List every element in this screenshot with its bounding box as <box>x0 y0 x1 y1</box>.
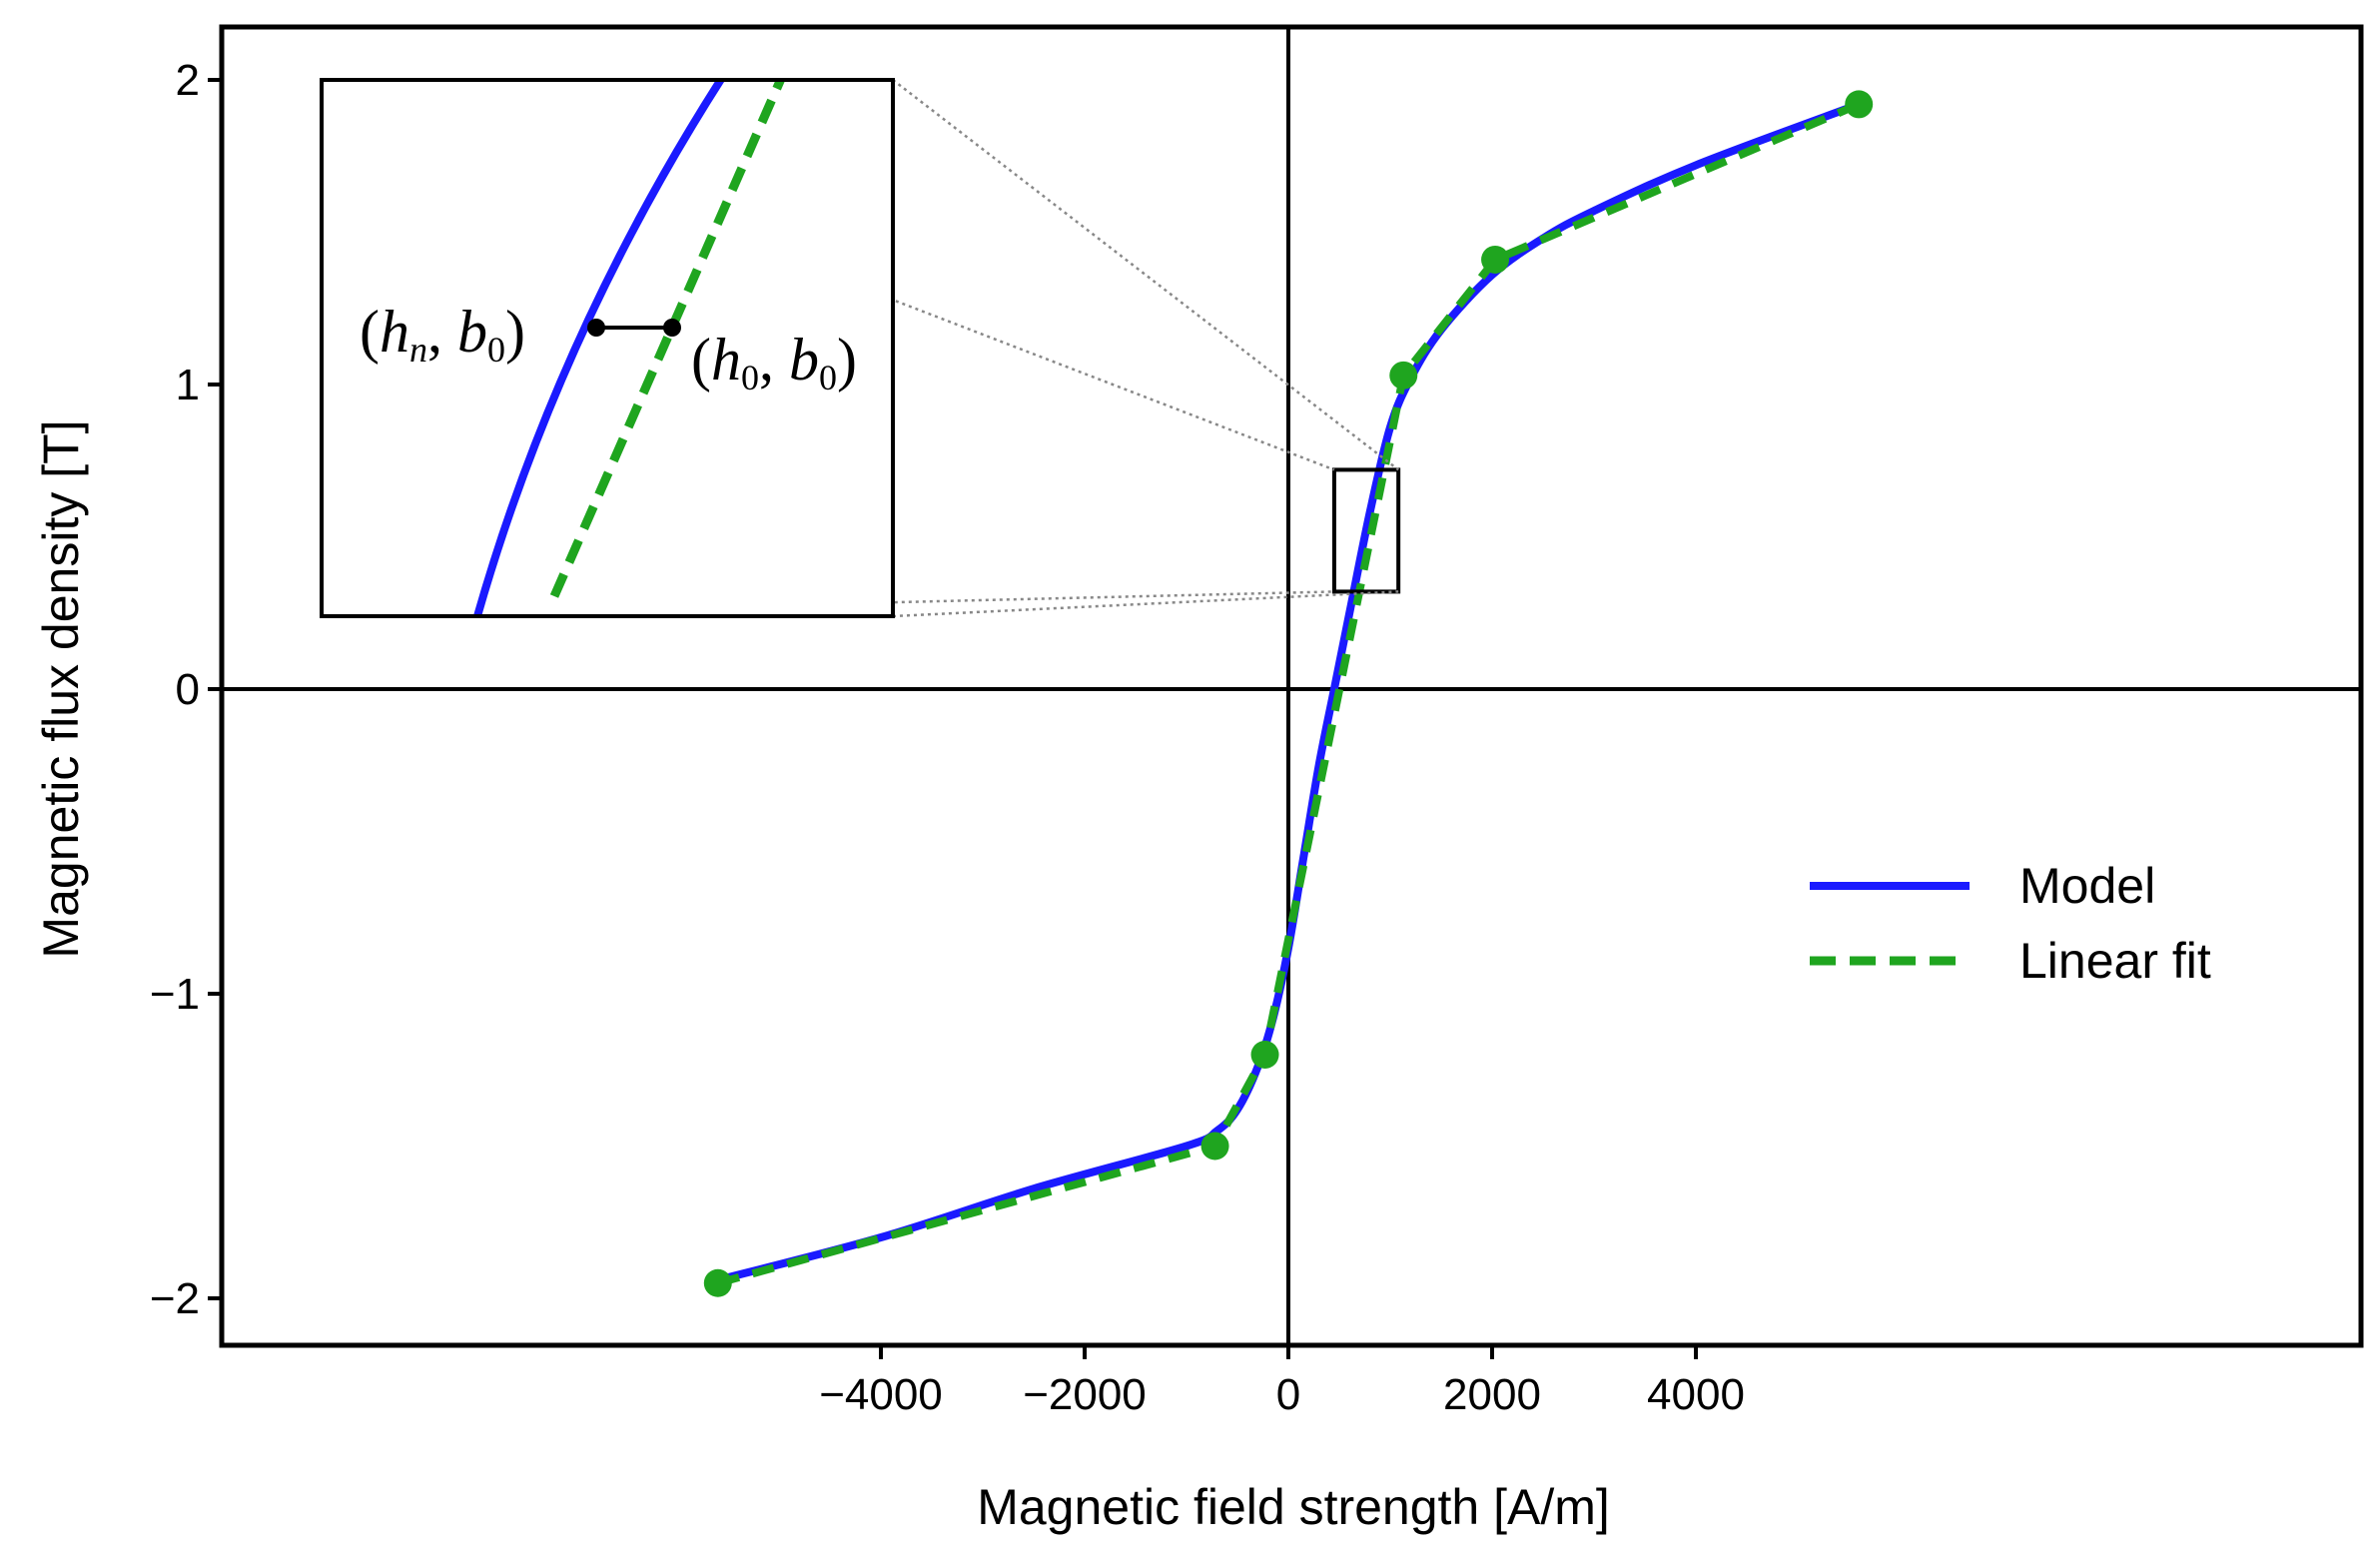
y-tick-label: 1 <box>176 361 200 409</box>
zoom-region-box <box>1331 467 1401 594</box>
connector-line <box>892 79 1399 471</box>
x-tick-label: 4000 <box>1647 1370 1745 1419</box>
y-tick-label: 0 <box>176 665 200 714</box>
model-curve <box>713 100 1864 1284</box>
x-axis-ticks: −4000 −2000 0 2000 4000 <box>819 1345 1745 1419</box>
x-tick-label: −2000 <box>1023 1370 1147 1419</box>
connector-line <box>892 590 1399 618</box>
data-point <box>703 1268 732 1297</box>
measured-points <box>703 90 1874 1297</box>
legend: Model Linear fit <box>1810 858 2211 989</box>
y-tick-label: −2 <box>150 1274 200 1323</box>
x-tick-label: 0 <box>1276 1370 1300 1419</box>
connector-line <box>321 78 1335 471</box>
x-tick-label: −4000 <box>819 1370 943 1419</box>
y-axis-ticks: −2 −1 0 1 2 <box>150 56 222 1323</box>
zoom-inset: (hn, b0) (h0, b0) <box>320 78 895 618</box>
y-tick-label: 2 <box>176 56 200 105</box>
inset-fit-curve <box>549 80 786 598</box>
data-point <box>1250 1041 1279 1069</box>
data-point <box>1481 245 1510 274</box>
label-h0-b0: (h0, b0) <box>691 327 857 397</box>
label-hn-b0: (hn, b0) <box>360 299 525 370</box>
point-h0-b0-marker <box>663 319 681 337</box>
y-axis-title: Magnetic flux density [T] <box>33 419 89 958</box>
data-point <box>1200 1132 1229 1161</box>
linear-fit-curve <box>716 100 1861 1287</box>
data-point <box>1389 361 1418 390</box>
legend-fit-label: Linear fit <box>2019 933 2211 989</box>
y-tick-label: −1 <box>150 970 200 1019</box>
x-tick-label: 2000 <box>1443 1370 1541 1419</box>
legend-model-label: Model <box>2019 858 2155 914</box>
x-axis-title: Magnetic field strength [A/m] <box>977 1479 1610 1535</box>
point-hn-b0-marker <box>587 319 605 337</box>
inset-model-curve <box>473 80 726 616</box>
data-point <box>1845 90 1874 119</box>
inset-frame <box>320 78 895 618</box>
plot-frame <box>219 24 2364 1348</box>
